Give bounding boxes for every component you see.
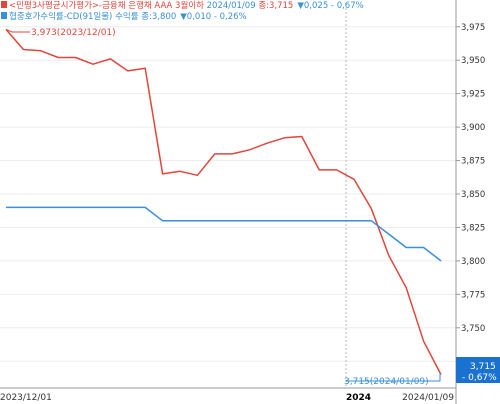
x-tick-label: 2024 <box>346 393 371 403</box>
x-tick-label: 2024/01/09 <box>402 393 454 403</box>
series-line-1 <box>6 206 442 262</box>
legend-swatch <box>1 12 7 19</box>
y-tick-label: 3,925 <box>461 90 485 100</box>
y-tick-label: 3,750 <box>461 324 485 334</box>
last-value-badge-value: 3,715 <box>470 362 496 372</box>
y-tick-label: 3,850 <box>461 190 485 200</box>
y-tick-label: 3,900 <box>461 123 485 133</box>
low-annotation-label: 3,715(2024/01/09) <box>344 377 429 387</box>
legend: <민평3사평균시가평가>-금융채 은행채 AAA 3월이하 2024/01/09… <box>1 0 364 22</box>
grid <box>0 26 456 362</box>
last-value-badge <box>456 357 500 383</box>
x-axis-ticks: 2023/12/01 2024 2024/01/09 <box>0 393 454 403</box>
legend-entry: 협중호가수익률-CD(91일물) 수익률 종:3,800 ▼0,010 - 0,2… <box>9 11 247 22</box>
low-annotation-leader <box>346 373 441 382</box>
legend-entry: <민평3사평균시가평가>-금융채 은행채 AAA 3월이하 2024/01/09… <box>9 0 364 11</box>
y-tick-label: 3,800 <box>461 257 485 267</box>
series-line-0 <box>5 28 442 375</box>
last-value-badge-change: - 0,67% <box>462 373 497 383</box>
y-tick-label: 3,875 <box>461 157 485 167</box>
legend-swatch <box>1 1 7 8</box>
x-tick-label: 2023/12/01 <box>0 393 52 403</box>
y-axis-ticks: 3,7253,7503,7753,8003,8253,8503,8753,900… <box>456 23 485 367</box>
y-tick-label: 3,775 <box>461 290 485 300</box>
y-tick-label: 3,950 <box>461 56 485 66</box>
high-annotation-leader <box>5 28 30 33</box>
series-layer <box>5 28 442 375</box>
high-annotation-label: 3,973(2023/12/01) <box>31 28 116 38</box>
y-tick-label: 3,975 <box>461 23 485 33</box>
y-tick-label: 3,825 <box>461 223 485 233</box>
